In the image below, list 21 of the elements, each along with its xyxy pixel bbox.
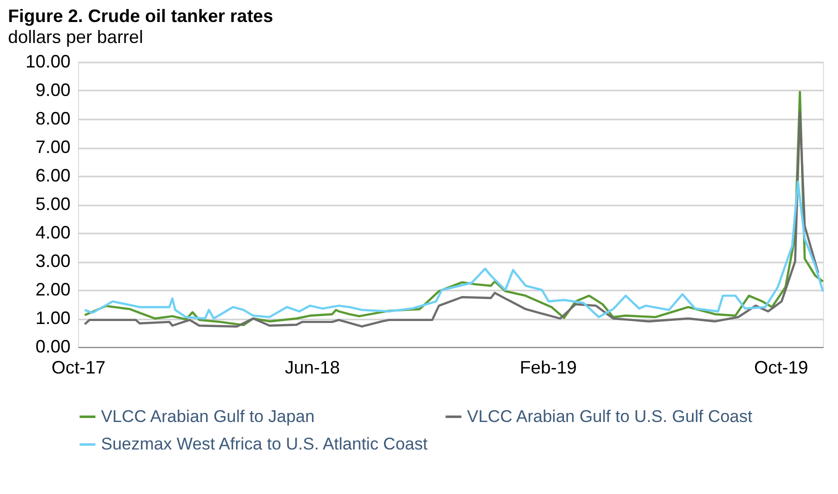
legend-label: VLCC Arabian Gulf to U.S. Gulf Coast [467,406,753,426]
y-tick-label: 0.00 [35,336,70,356]
x-tick-label: Oct-17 [51,358,106,378]
y-tick-label: 8.00 [35,108,70,128]
y-tick-label: 3.00 [35,251,70,271]
y-tick-label: 10.00 [25,52,70,72]
y-tick-label: 6.00 [35,166,70,186]
chart-title: Figure 2. Crude oil tanker rates [8,6,274,26]
x-tick-label: Oct-19 [754,358,808,378]
x-tick-label: Jun-18 [284,358,340,378]
legend-label: VLCC Arabian Gulf to Japan [101,406,315,426]
y-tick-label: 9.00 [35,80,70,100]
y-tick-label: 5.00 [35,194,70,214]
y-tick-label: 4.00 [35,222,70,242]
y-axis-title: dollars per barrel [8,27,144,47]
legend-label: Suezmax West Africa to U.S. Atlantic Coast [101,434,428,454]
line-series [84,180,824,320]
y-tick-label: 1.00 [35,308,70,328]
y-tick-label: 7.00 [35,137,70,157]
y-tick-label: 2.00 [35,280,70,300]
x-tick-label: Feb-19 [520,358,577,378]
